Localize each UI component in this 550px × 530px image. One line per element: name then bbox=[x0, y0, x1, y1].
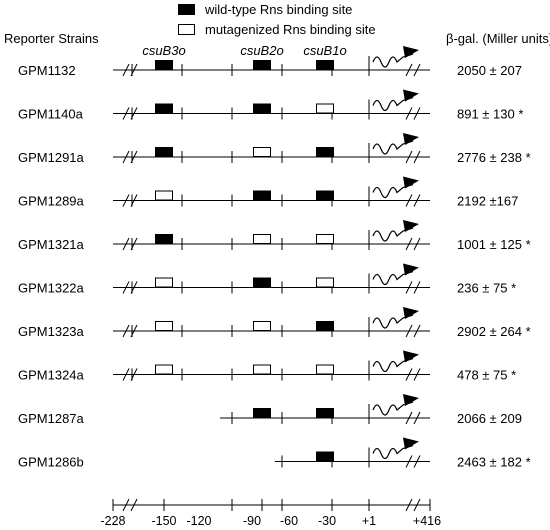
mutagenized-site bbox=[155, 190, 173, 201]
axis-tick-label: -60 bbox=[280, 514, 298, 528]
transcript-arrow-icon bbox=[403, 46, 419, 58]
transcript-squiggle bbox=[372, 270, 414, 286]
legend: wild-type Rns binding site mutagenized R… bbox=[178, 2, 376, 37]
bgal-value: 2050 ± 207 bbox=[457, 63, 522, 78]
bgal-value: 1001 ± 125 * bbox=[457, 237, 531, 252]
wild-type-site bbox=[155, 234, 173, 244]
wild-type-site bbox=[253, 103, 271, 114]
mutagenized-site bbox=[155, 321, 173, 331]
mutagenized-site bbox=[316, 234, 334, 244]
reporter-row: GPM1287a 2066 ± 209 bbox=[18, 394, 522, 426]
mutagenized-site bbox=[253, 147, 271, 157]
reporter-row: GPM1289a 2192 ±167 bbox=[18, 176, 518, 209]
wild-type-site bbox=[155, 103, 173, 114]
reporter-row: GPM1324a 478 ± 75 * bbox=[18, 350, 516, 383]
strain-label: GPM1289a bbox=[18, 194, 85, 209]
axis-tick-label: -90 bbox=[243, 514, 261, 528]
transcript-arrow-icon bbox=[403, 220, 419, 232]
transcript-squiggle bbox=[372, 357, 414, 373]
strain-label: GPM1324a bbox=[18, 368, 85, 383]
bgal-value: 2902 ± 264 * bbox=[457, 324, 531, 339]
reporter-row: GPM1132 2050 ± 207 bbox=[18, 46, 522, 78]
transcript-arrow-icon bbox=[403, 307, 419, 319]
wild-type-site bbox=[253, 60, 271, 70]
reporter-row: GPM1286b 2463 ± 182 * bbox=[18, 437, 531, 470]
bgal-value: 891 ± 130 * bbox=[457, 107, 523, 122]
strains-header: Reporter Strains bbox=[4, 31, 99, 46]
bgal-value: 2463 ± 182 * bbox=[457, 455, 531, 470]
bgal-value: 2776 ± 238 * bbox=[457, 150, 531, 165]
bgal-header: β-gal. (Miller units) bbox=[446, 31, 550, 46]
transcript-arrow-icon bbox=[403, 263, 419, 276]
strain-label: GPM1132 bbox=[18, 63, 76, 78]
transcript-arrow-icon bbox=[403, 437, 419, 450]
transcript-arrow-icon bbox=[403, 350, 419, 363]
wild-type-site bbox=[316, 60, 334, 70]
axis-tick-label: -150 bbox=[151, 514, 176, 528]
legend-wild-type-label: wild-type Rns binding site bbox=[204, 2, 352, 17]
reporter-row: GPM1323a 2902 ± 264 * bbox=[18, 307, 531, 339]
mutagenized-site bbox=[253, 364, 271, 375]
mutagenized-site bbox=[253, 234, 271, 244]
site-label-csub2o: csuB2o bbox=[240, 43, 283, 58]
transcript-arrow-icon bbox=[403, 89, 419, 102]
wild-type-site bbox=[155, 60, 173, 70]
axis-tick-label: -120 bbox=[186, 514, 211, 528]
wild-type-site bbox=[316, 451, 334, 462]
transcript-squiggle bbox=[372, 314, 414, 329]
axis-tick-label: -228 bbox=[100, 514, 125, 528]
bgal-value: 236 ± 75 * bbox=[457, 281, 516, 296]
wild-type-site bbox=[316, 408, 334, 418]
wild-type-site bbox=[316, 190, 334, 201]
reporter-row: GPM1321a 1001 ± 125 * bbox=[18, 220, 531, 252]
transcript-squiggle bbox=[372, 96, 414, 112]
axis-tick-label: -30 bbox=[318, 514, 336, 528]
wild-type-site bbox=[155, 147, 173, 157]
site-label-csub1o: csuB1o bbox=[303, 43, 346, 58]
legend-mutagenized-swatch bbox=[178, 24, 195, 35]
mutagenized-site bbox=[316, 277, 334, 288]
bgal-value: 2192 ±167 bbox=[457, 194, 518, 209]
transcript-squiggle bbox=[372, 140, 414, 155]
reporter-row: GPM1291a 2776 ± 238 * bbox=[18, 133, 531, 165]
strain-label: GPM1323a bbox=[18, 324, 85, 339]
reporter-row: GPM1140a 891 ± 130 * bbox=[18, 89, 523, 122]
wild-type-site bbox=[253, 408, 271, 418]
strain-label: GPM1287a bbox=[18, 411, 85, 426]
reporter-row: GPM1322a 236 ± 75 * bbox=[18, 263, 516, 296]
transcript-arrow-icon bbox=[403, 133, 419, 145]
strain-label: GPM1286b bbox=[18, 455, 84, 470]
transcript-arrow-icon bbox=[403, 176, 419, 189]
mutagenized-site bbox=[253, 321, 271, 331]
site-label-csub3o: csuB3o bbox=[142, 43, 185, 58]
wild-type-site bbox=[253, 277, 271, 288]
mutagenized-site bbox=[316, 103, 334, 114]
axis-tick-label: +1 bbox=[362, 514, 376, 528]
wild-type-site bbox=[316, 321, 334, 331]
axis-tick-label: +416 bbox=[413, 514, 441, 528]
transcript-squiggle bbox=[372, 401, 414, 416]
transcript-squiggle bbox=[372, 183, 414, 199]
mutagenized-site bbox=[155, 277, 173, 288]
bgal-value: 478 ± 75 * bbox=[457, 368, 516, 383]
transcript-squiggle bbox=[372, 444, 414, 460]
transcript-squiggle bbox=[372, 227, 414, 242]
strain-label: GPM1322a bbox=[18, 281, 85, 296]
wild-type-site bbox=[253, 190, 271, 201]
strain-label: GPM1291a bbox=[18, 150, 85, 165]
strain-label: GPM1321a bbox=[18, 237, 85, 252]
transcript-squiggle bbox=[372, 53, 414, 68]
legend-mutagenized-label: mutagenized Rns binding site bbox=[205, 22, 376, 37]
bgal-value: 2066 ± 209 bbox=[457, 411, 522, 426]
mutagenized-site bbox=[155, 364, 173, 375]
wild-type-site bbox=[316, 147, 334, 157]
mutagenized-site bbox=[316, 364, 334, 375]
transcript-arrow-icon bbox=[403, 394, 419, 406]
legend-wild-type-swatch bbox=[178, 4, 195, 15]
strain-label: GPM1140a bbox=[18, 107, 84, 122]
position-axis: -228 -150 -120 -90 -60 -30 +1 +416 bbox=[100, 498, 441, 528]
